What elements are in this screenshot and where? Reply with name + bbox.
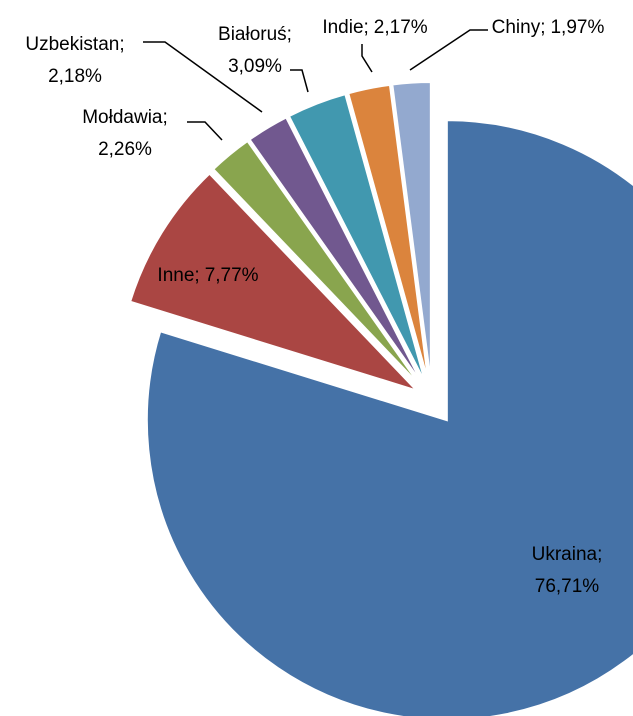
pie-slice xyxy=(347,83,430,383)
pie-slice xyxy=(145,119,633,716)
slice-value-label: 2,26% xyxy=(98,139,152,160)
leader-line xyxy=(143,41,263,113)
slice-label: Mołdawia; xyxy=(82,107,168,128)
slice-value-label: 2,18% xyxy=(48,66,102,87)
slice-value-label: 7,77% xyxy=(205,265,259,286)
leader-line xyxy=(187,121,223,141)
slice-label: Uzbekistan; xyxy=(25,34,124,55)
leader-line xyxy=(290,69,309,93)
leader-line xyxy=(361,44,373,73)
slice-value-label: 1,97% xyxy=(550,17,604,38)
slice-value-label: 3,09% xyxy=(228,56,282,77)
leader-line xyxy=(409,29,488,71)
pie-slice xyxy=(128,172,421,393)
pie-slice xyxy=(391,81,432,383)
pie-slice xyxy=(211,139,422,387)
slice-value-label: 76,71% xyxy=(535,576,600,597)
slice-label: Indie; xyxy=(322,17,368,38)
slice-label-group: Chiny; 1,97% xyxy=(492,17,605,38)
slice-label: Inne; xyxy=(157,265,199,286)
slice-label: Białoruś; xyxy=(218,24,292,45)
slice-label-group: Inne; 7,77% xyxy=(157,265,258,286)
slice-label: Chiny; xyxy=(492,17,546,38)
pie-slice xyxy=(248,116,424,386)
pie-slice xyxy=(287,92,427,384)
slice-value-label: 2,17% xyxy=(374,17,428,38)
slice-label: Ukraina; xyxy=(532,544,603,565)
slice-label-group: Indie; 2,17% xyxy=(322,17,427,38)
